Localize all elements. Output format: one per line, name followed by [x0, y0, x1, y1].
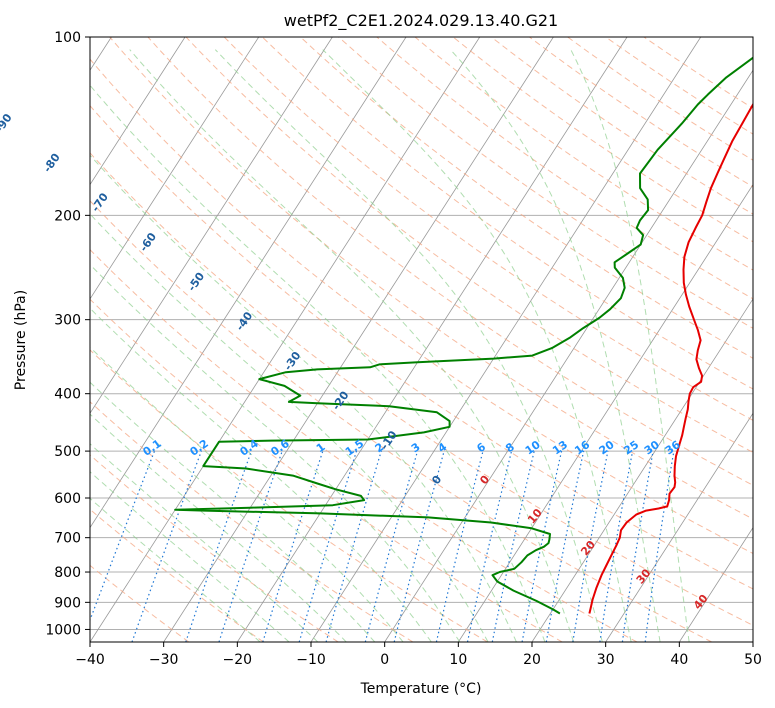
x-tick-label: −20	[223, 652, 253, 668]
x-tick-label: 0	[380, 652, 389, 668]
y-tick-label: 400	[54, 387, 81, 403]
dry-adiabat-line	[185, 37, 753, 453]
moist-adiabat-line	[90, 213, 489, 642]
dewpoint-line	[174, 56, 753, 615]
chart-title: wetPf2_C2E1.2024.029.13.40.G21	[284, 11, 558, 31]
isotherm-line	[90, 37, 407, 529]
mixing-ratio-line	[644, 450, 675, 642]
dry-adiabat-line	[90, 105, 753, 590]
temperature-line	[588, 102, 753, 614]
y-tick-label: 600	[54, 491, 81, 507]
axes: −40 −30 −20 −10 0 10 20 30 40 50 100 200 300 400 500 60…	[45, 30, 762, 668]
isotherm-line	[678, 526, 753, 642]
isotherm-line	[90, 37, 481, 642]
y-tick-label: 300	[54, 313, 81, 329]
dry-adiabat-line	[90, 248, 638, 642]
x-tick-label: −30	[149, 652, 179, 668]
sounding-series	[174, 56, 753, 615]
dry-adiabat-line	[109, 37, 753, 520]
isotherm-line	[531, 298, 753, 642]
moist-adiabat-line	[90, 413, 347, 642]
x-tick-label: −10	[296, 652, 326, 668]
y-tick-label: 100	[54, 30, 81, 46]
x-tick-label: 10	[449, 652, 467, 668]
x-tick-label: 40	[670, 652, 688, 668]
mixing-ratio-line	[218, 450, 283, 642]
dry-adiabat-line	[338, 37, 753, 329]
moist-adiabat-line	[90, 154, 517, 642]
isotherm-line	[90, 37, 260, 300]
moist-adiabat-line	[90, 381, 376, 642]
dry-adiabat-line	[300, 37, 753, 359]
mixing-ratio-line	[393, 450, 445, 642]
mixing-ratio-line	[545, 450, 585, 642]
mixing-ratio-line	[599, 450, 634, 642]
dry-adiabat-line	[261, 37, 753, 390]
isotherm-line	[457, 183, 753, 642]
moist-adiabat-line	[90, 497, 261, 642]
isotherm-line	[90, 37, 333, 415]
isotherm-line	[90, 37, 186, 186]
y-tick-label: 1000	[45, 622, 81, 638]
mixing-ratio-line	[364, 450, 419, 642]
mixing-ratio-line	[621, 450, 654, 642]
mixing-ratio-line	[435, 450, 484, 642]
dry-adiabat-line	[90, 298, 563, 642]
mixing-ratio-line	[298, 450, 358, 642]
moist-adiabat-line	[90, 471, 290, 642]
moist-adiabat-line	[322, 49, 632, 642]
moist-adiabat-line	[90, 84, 546, 642]
dry-adiabat-line	[90, 454, 339, 642]
moist-adiabat-line	[129, 49, 575, 642]
x-tick-label: 30	[597, 652, 615, 668]
mixing-ratio-line	[572, 450, 609, 642]
isotherm-line	[236, 37, 628, 642]
y-tick-label: 700	[54, 531, 81, 547]
mixing-ratio-line	[325, 450, 382, 642]
dry-adiabat-line	[90, 200, 712, 642]
dry-adiabat-line	[90, 401, 414, 642]
y-tick-label: 200	[54, 208, 81, 224]
moist-adiabat-line	[90, 443, 319, 642]
y-tick-label: 900	[54, 595, 81, 611]
moist-adiabat-line	[570, 49, 690, 642]
dry-adiabat-line	[90, 152, 753, 626]
isotherm-line	[163, 37, 554, 642]
isotherm-line	[605, 412, 753, 642]
y-tick-label: 800	[54, 565, 81, 581]
mixing-ratio-line	[521, 450, 563, 642]
moist-adiabat-line	[90, 346, 404, 642]
dry-adiabat-line	[223, 37, 753, 421]
moist-adiabat-line	[90, 307, 432, 642]
x-tick-label: 20	[523, 652, 541, 668]
x-tick-label: −40	[75, 652, 105, 668]
dry-adiabat-line	[376, 37, 753, 300]
moist-adiabat-line	[214, 49, 603, 642]
isotherm-line	[384, 69, 753, 642]
background-lines	[90, 37, 753, 642]
x-axis-label: Temperature (°C)	[360, 681, 482, 697]
dry-adiabat-line	[147, 37, 753, 486]
y-axis-label: Pressure (hPa)	[13, 290, 29, 390]
moist-adiabat-line	[450, 49, 661, 642]
mixing-ratio-line	[491, 450, 535, 642]
y-tick-label: 500	[54, 444, 81, 460]
plot-frame	[89, 36, 754, 643]
mixing-ratio-line	[466, 450, 513, 642]
x-tick-label: 50	[744, 652, 762, 668]
